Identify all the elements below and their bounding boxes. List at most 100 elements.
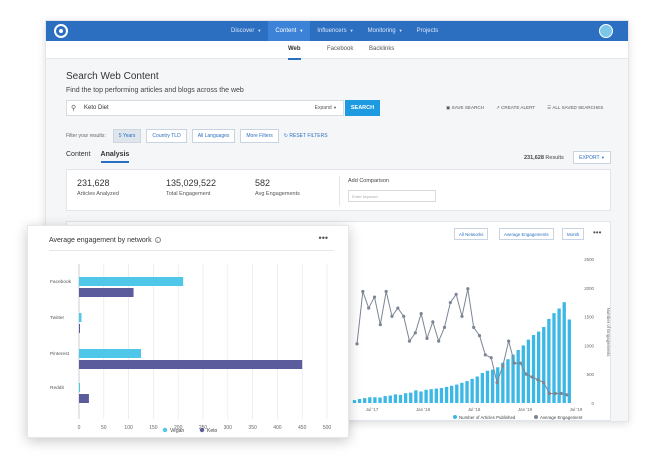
tab-analysis[interactable]: Analysis: [100, 151, 130, 163]
y-tick-label: 2500: [584, 257, 594, 262]
save-search-label: SAVE SEARCH: [451, 105, 484, 110]
y-tick-label: 1500: [584, 315, 594, 320]
search-input[interactable]: ⚲ Keto Diet Expand ▼: [66, 100, 344, 116]
filter-chip-country[interactable]: Country TLD: [146, 129, 187, 143]
divider: [339, 176, 340, 206]
bar-articles: [480, 373, 485, 403]
line-point: [402, 314, 406, 318]
bar-articles: [562, 302, 566, 403]
filter-label: Filter your results:: [66, 133, 106, 139]
more-options-icon[interactable]: •••: [593, 228, 602, 237]
nav-item-label: Monitoring: [367, 28, 396, 34]
nav-menu: Discover ▼ Content ▼ Influencers ▼ Monitori…: [224, 21, 445, 41]
bar-articles: [496, 367, 500, 403]
line-point: [442, 325, 447, 329]
divider: [49, 250, 334, 251]
line-point: [489, 356, 493, 360]
search-value: Keto Diet: [84, 105, 109, 111]
buzzsumo-logo-icon[interactable]: [54, 24, 68, 38]
y-tick-label: 1000: [584, 343, 594, 348]
nav-item-projects[interactable]: Projects: [410, 21, 446, 41]
subtab-backlinks[interactable]: Backlinks: [369, 46, 395, 52]
create-alert-button[interactable]: ↗ CREATE ALERT: [496, 105, 535, 111]
chevron-down-icon: ▼: [333, 105, 337, 110]
line-point: [553, 391, 557, 396]
save-search-button[interactable]: ▣ SAVE SEARCH: [446, 105, 484, 111]
nav-item-influencers[interactable]: Influencers ▼: [310, 21, 360, 41]
bar-articles: [439, 388, 444, 403]
metric-dropdown[interactable]: Average Engagements: [499, 228, 554, 240]
stat-label: Articles Analyzed: [77, 191, 119, 197]
info-icon[interactable]: i: [154, 237, 161, 244]
chevron-down-icon: ▼: [349, 28, 354, 33]
x-tick-label: 400: [273, 425, 282, 431]
legend-swatch: [453, 415, 457, 419]
networks-dropdown[interactable]: All Networks: [454, 228, 489, 240]
bar-articles: [485, 370, 490, 403]
x-tick-label: 450: [298, 425, 307, 431]
filter-chip-more[interactable]: More Filters: [240, 129, 279, 143]
user-avatar-icon[interactable]: [599, 24, 613, 38]
results-count: 231,628 Results: [524, 155, 564, 161]
bar-articles: [542, 326, 546, 403]
bar-articles: [363, 398, 367, 403]
line-point: [501, 364, 505, 368]
line-point: [547, 391, 552, 396]
bar-articles: [368, 397, 372, 403]
interval-dropdown[interactable]: Month: [562, 228, 585, 240]
filter-chip-date[interactable]: 5 Years: [112, 129, 142, 143]
line-point: [425, 336, 429, 340]
bar-articles: [521, 345, 525, 403]
line-point: [512, 361, 517, 365]
subtab-web[interactable]: Web: [288, 41, 301, 60]
stat-articles: 231,628 Articles Analyzed: [77, 178, 119, 197]
nav-item-monitoring[interactable]: Monitoring ▼: [361, 21, 410, 41]
trend-chart: 0 500 1000 1500 2000 2500 Number of Engagement…: [352, 257, 611, 420]
line-point: [361, 289, 365, 294]
stat-value: 135,029,522: [166, 178, 217, 188]
top-navigation: Discover ▼ Content ▼ Influencers ▼ Monitori…: [46, 21, 628, 41]
list-icon: ☰: [547, 105, 552, 110]
export-button[interactable]: EXPORT ▼: [573, 151, 611, 164]
bar-articles: [419, 391, 423, 403]
more-options-icon[interactable]: •••: [318, 233, 328, 243]
expand-dropdown[interactable]: Expand ▼: [315, 105, 337, 111]
y-axis-label: Number of Engagements: [606, 308, 611, 358]
nav-item-content[interactable]: Content ▼: [268, 21, 311, 41]
legend-swatch: [199, 427, 205, 433]
compare-input[interactable]: Enter keyword: [348, 190, 436, 202]
sub-navigation: Web Facebook Backlinks: [46, 41, 628, 60]
all-saved-searches-button[interactable]: ☰ ALL SAVED SEARCHES: [547, 105, 603, 111]
bar-keto: [79, 324, 80, 333]
bar-articles: [501, 362, 505, 403]
bar-articles: [567, 319, 571, 403]
x-tick-label: 200: [174, 425, 183, 431]
bar-vegan: [79, 277, 184, 286]
line-point: [431, 320, 435, 324]
x-tick-label: 150: [149, 425, 158, 431]
bar-articles: [398, 394, 403, 403]
bar-articles: [429, 389, 433, 403]
save-icon: ▣: [446, 105, 451, 110]
bar-articles: [552, 313, 556, 403]
line-point: [378, 323, 382, 327]
subtab-facebook[interactable]: Facebook: [327, 46, 354, 52]
legend-label: Vegan: [170, 428, 184, 434]
line-point: [454, 292, 458, 296]
legend-label: Number of Articles Published: [459, 415, 516, 420]
bar-articles: [450, 385, 454, 403]
chevron-down-icon: ▼: [398, 28, 403, 33]
line-point: [372, 295, 377, 299]
reset-filters-button[interactable]: ↻ RESET FILTERS: [284, 133, 328, 139]
view-tabs: Content Analysis: [66, 151, 130, 163]
bar-articles: [490, 369, 495, 403]
nav-item-discover[interactable]: Discover ▼: [224, 21, 268, 41]
x-tick-label: Jan '19: [518, 407, 533, 412]
stat-label: Avg Engagements: [255, 191, 300, 197]
chevron-down-icon: ▼: [600, 155, 605, 160]
bar-keto: [79, 360, 303, 369]
tab-content[interactable]: Content: [66, 151, 91, 158]
line-point: [390, 314, 394, 318]
search-button[interactable]: SEARCH: [345, 100, 380, 116]
filter-chip-language[interactable]: All Languages: [191, 129, 236, 143]
